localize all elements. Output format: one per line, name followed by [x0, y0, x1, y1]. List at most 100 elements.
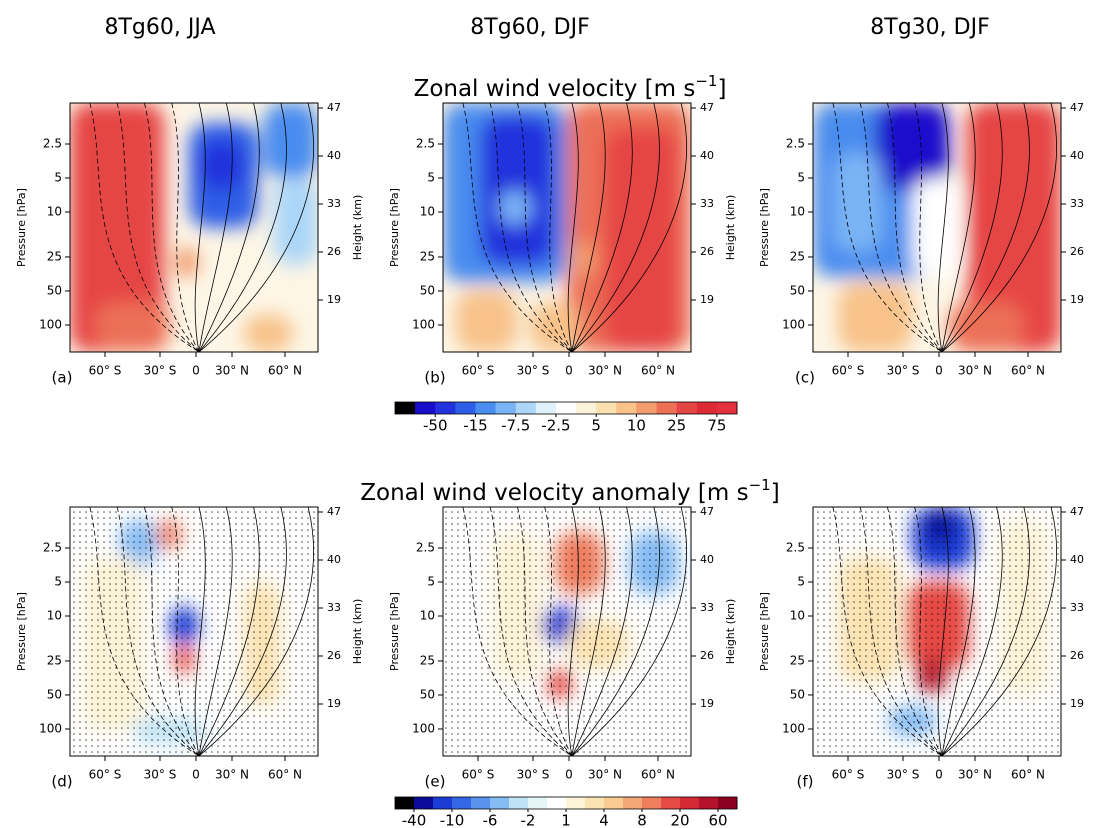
colorbar-swatch	[699, 797, 719, 809]
panel-label: (c)	[795, 369, 815, 387]
y-tick-label: 100	[412, 317, 435, 331]
title-superscript: −1	[749, 476, 771, 494]
title-part: ]	[717, 76, 726, 102]
x-tick-label: 60° S	[832, 768, 865, 782]
x-tick-label: 60° N	[1011, 364, 1045, 378]
field-region	[832, 152, 883, 253]
y-axis-label: Pressure [hPa]	[15, 592, 28, 671]
field-region	[966, 103, 1061, 352]
x-tick-label: 60° N	[1011, 768, 1045, 782]
colorbar-swatch	[515, 402, 537, 414]
field-region	[94, 302, 170, 352]
y-tick-label: 100	[782, 317, 805, 331]
row-title: Zonal wind velocity [m s−1]	[414, 72, 727, 102]
y2-tick-label: 33	[1070, 197, 1084, 210]
title-part: Zonal wind velocity anomaly [m s	[360, 480, 748, 506]
y2-axis-label: Height (km)	[351, 195, 364, 261]
colorbar-swatch	[616, 402, 637, 414]
colorbar-swatch	[636, 402, 658, 414]
panel-frame	[812, 506, 1062, 757]
colorbar-swatch	[475, 402, 497, 414]
colorbar-swatch	[395, 797, 415, 809]
colorbar-label: 1	[561, 812, 571, 828]
y-tick-label: 25	[790, 653, 805, 667]
y2-tick-label: 47	[700, 505, 714, 518]
contour	[937, 103, 949, 352]
contour	[571, 103, 606, 352]
colorbar-swatch	[716, 402, 738, 414]
x-tick-label: 60° N	[641, 364, 675, 378]
column-title: 8Tg30, DJF	[870, 15, 989, 40]
y2-tick-label: 40	[327, 149, 341, 162]
y2-tick-label: 26	[1070, 245, 1084, 258]
colorbar-swatch	[495, 402, 517, 414]
y2-tick-label: 33	[327, 601, 341, 614]
y-tick-label: 100	[39, 317, 62, 331]
y-tick-label: 2.5	[416, 137, 435, 151]
contour	[941, 103, 1057, 352]
y2-tick-label: 26	[327, 245, 341, 258]
title-part: Zonal wind velocity [m s	[414, 76, 696, 102]
colorbar-swatch	[455, 402, 476, 414]
contour	[571, 103, 633, 352]
y-tick-label: 25	[420, 249, 435, 263]
x-tick-label: 30° N	[215, 364, 249, 378]
panel-field	[443, 103, 691, 352]
x-tick-label: 30° N	[588, 768, 622, 782]
panel-label: (d)	[51, 773, 72, 791]
colorbar-label: 10	[627, 417, 646, 435]
x-tick-label: 30° S	[887, 364, 920, 378]
contour	[462, 103, 573, 352]
y2-tick-label: 19	[700, 293, 714, 306]
x-tick-label: 60° S	[89, 768, 122, 782]
colorbar-label: 4	[599, 812, 609, 828]
contour	[198, 103, 260, 352]
colorbar-label: -2.5	[541, 417, 570, 435]
row-title: Zonal wind velocity anomaly [m s−1]	[360, 476, 779, 506]
field-blobs	[443, 103, 691, 352]
colorbar-label: 20	[670, 812, 689, 828]
y-tick-label: 10	[790, 609, 805, 623]
y-tick-label: 2.5	[43, 137, 62, 151]
colorbar-swatch	[435, 402, 456, 414]
contour	[571, 103, 660, 352]
panel-frame	[812, 102, 1062, 353]
colorbar-swatch	[585, 797, 605, 809]
colorbar-swatch	[718, 797, 738, 809]
y-tick-label: 5	[797, 575, 805, 589]
panel-frame	[442, 506, 692, 757]
x-tick-label: 0	[935, 364, 943, 378]
colorbar-swatch	[547, 797, 567, 809]
colorbar-label: -10	[440, 812, 465, 828]
panel-label: (a)	[52, 369, 73, 387]
contour	[198, 103, 287, 352]
colorbar-label: 75	[707, 417, 726, 435]
y-tick-label: 25	[47, 653, 62, 667]
colorbar-swatch	[676, 402, 698, 414]
field-region	[70, 103, 165, 352]
significance-dots	[813, 507, 1061, 756]
panel-label: (e)	[425, 773, 446, 791]
colorbar-swatch	[471, 797, 491, 809]
contour	[832, 103, 943, 352]
y-tick-label: 50	[790, 687, 805, 701]
colorbar-swatch	[680, 797, 700, 809]
y-tick-label: 5	[427, 575, 435, 589]
colorbar-swatch	[696, 402, 718, 414]
y-tick-label: 2.5	[416, 541, 435, 555]
x-tick-label: 30° N	[958, 364, 992, 378]
x-tick-label: 0	[935, 768, 943, 782]
y2-axis-label: Height (km)	[724, 195, 737, 261]
x-tick-label: 30° S	[144, 364, 177, 378]
colorbar-swatch	[661, 797, 681, 809]
y2-tick-label: 47	[327, 101, 341, 114]
y2-tick-label: 33	[700, 601, 714, 614]
x-tick-label: 30° N	[958, 768, 992, 782]
colorbar-label: 60	[708, 812, 727, 828]
colorbar-swatch	[555, 402, 577, 414]
y-tick-label: 2.5	[43, 541, 62, 555]
contour	[171, 103, 200, 352]
contour	[198, 103, 314, 352]
contour	[859, 103, 943, 352]
x-tick-label: 30° S	[517, 364, 550, 378]
